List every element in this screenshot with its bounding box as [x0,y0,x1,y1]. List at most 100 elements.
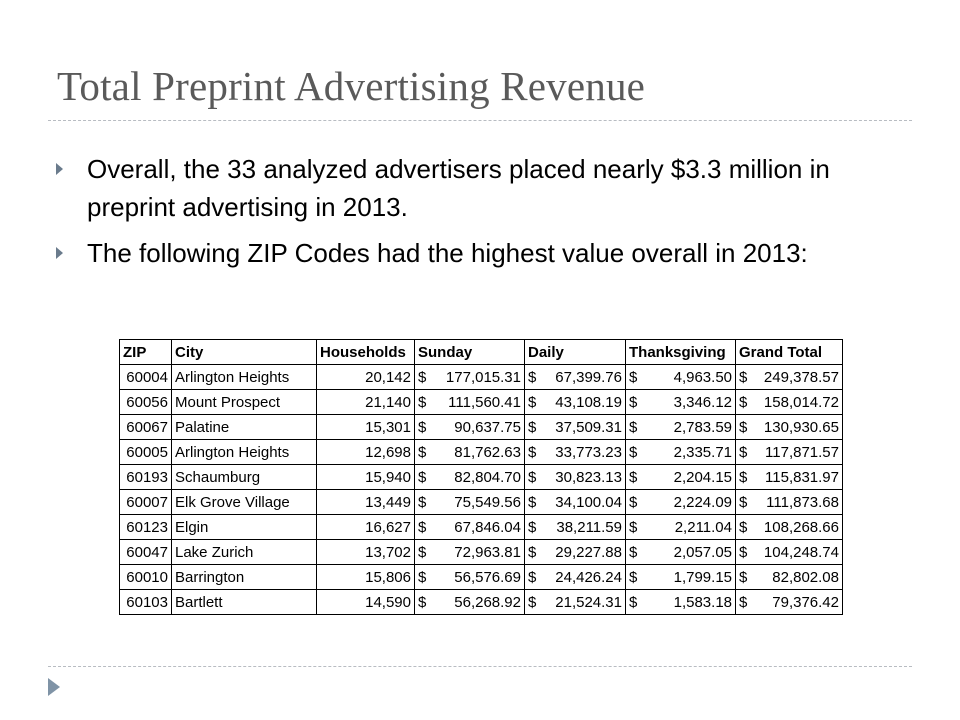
currency-symbol: $ [418,518,427,536]
table-row: 60067 Palatine 15,301 $90,637.75 $37,509.31 $… [119,414,843,440]
currency-symbol: $ [528,418,537,436]
cell-value: 75,549.56 [454,493,521,511]
bullet-item: The following ZIP Codes had the highest … [56,234,916,272]
table-row: 60004 Arlington Heights 20,142 $177,015.31 $… [119,364,843,390]
currency-symbol: $ [739,393,748,411]
cell-value: 2,783.59 [673,418,732,436]
slide-title: Total Preprint Advertising Revenue [57,63,646,109]
cell-zip: 60007 [119,489,172,515]
cell-zip: 60005 [119,439,172,465]
column-header-daily: Daily [524,339,626,365]
cell-value: 82,802.08 [772,568,839,586]
currency-symbol: $ [739,593,748,611]
currency-symbol: $ [629,368,638,386]
cell-sunday: $72,963.81 [414,539,525,565]
currency-symbol: $ [528,468,537,486]
cell-value: 108,268.66 [763,518,839,536]
cell-zip: 60103 [119,589,172,615]
cell-thanksgiving: $3,346.12 [625,389,736,415]
cell-households: 15,301 [316,414,415,440]
currency-symbol: $ [629,593,638,611]
table-row: 60007 Elk Grove Village 13,449 $75,549.56 $3… [119,489,843,515]
table-header-row: ZIP City Households Sunday Daily Thanksg… [119,339,843,365]
cell-value: 37,509.31 [555,418,622,436]
currency-symbol: $ [528,368,537,386]
currency-symbol: $ [739,443,748,461]
cell-households: 12,698 [316,439,415,465]
cell-value: 33,773.23 [555,443,622,461]
cell-city: Elgin [171,514,317,540]
cell-total: $249,378.57 [735,364,843,390]
cell-households: 13,702 [316,539,415,565]
currency-symbol: $ [629,518,638,536]
cell-value: 2,224.09 [673,493,732,511]
cell-sunday: $90,637.75 [414,414,525,440]
cell-total: $130,930.65 [735,414,843,440]
column-header-city: City [171,339,317,365]
cell-value: 67,399.76 [555,368,622,386]
cell-zip: 60004 [119,364,172,390]
cell-households: 21,140 [316,389,415,415]
cell-zip: 60056 [119,389,172,415]
currency-symbol: $ [629,393,638,411]
cell-value: 115,831.97 [765,468,839,486]
currency-symbol: $ [528,393,537,411]
cell-households: 15,806 [316,564,415,590]
currency-symbol: $ [528,493,537,511]
cell-value: 43,108.19 [555,393,622,411]
currency-symbol: $ [629,568,638,586]
cell-value: 2,335.71 [673,443,732,461]
cell-households: 20,142 [316,364,415,390]
cell-city: Barrington [171,564,317,590]
cell-sunday: $81,762.63 [414,439,525,465]
cell-total: $158,014.72 [735,389,843,415]
cell-city: Mount Prospect [171,389,317,415]
cell-total: $82,802.08 [735,564,843,590]
currency-symbol: $ [739,468,748,486]
zip-revenue-table: ZIP City Households Sunday Daily Thanksg… [119,339,843,615]
currency-symbol: $ [418,493,427,511]
cell-thanksgiving: $1,583.18 [625,589,736,615]
currency-symbol: $ [418,443,427,461]
cell-value: 82,804.70 [454,468,521,486]
cell-city: Arlington Heights [171,364,317,390]
cell-daily: $29,227.88 [524,539,626,565]
table-row: 60193 Schaumburg 15,940 $82,804.70 $30,823.1… [119,464,843,490]
table-row: 60056 Mount Prospect 21,140 $111,560.41 $43,… [119,389,843,415]
cell-value: 1,799.15 [673,568,732,586]
cell-value: 56,576.69 [454,568,521,586]
cell-value: 29,227.88 [555,543,622,561]
cell-value: 24,426.24 [555,568,622,586]
cell-total: $108,268.66 [735,514,843,540]
cell-value: 34,100.04 [555,493,622,511]
currency-symbol: $ [739,418,748,436]
cell-value: 111,873.68 [766,493,839,511]
cell-value: 72,963.81 [454,543,521,561]
cell-thanksgiving: $2,335.71 [625,439,736,465]
column-header-thanksgiving: Thanksgiving [625,339,736,365]
currency-symbol: $ [418,468,427,486]
currency-symbol: $ [528,568,537,586]
cell-value: 158,014.72 [763,393,839,411]
cell-sunday: $111,560.41 [414,389,525,415]
cell-thanksgiving: $2,057.05 [625,539,736,565]
currency-symbol: $ [629,468,638,486]
cell-sunday: $82,804.70 [414,464,525,490]
cell-value: 111,560.41 [448,393,521,411]
cell-total: $111,873.68 [735,489,843,515]
bullet-list: Overall, the 33 analyzed advertisers pla… [56,150,916,280]
cell-value: 30,823.13 [555,468,622,486]
cell-daily: $24,426.24 [524,564,626,590]
table-body: 60004 Arlington Heights 20,142 $177,015.31 $… [119,364,843,615]
cell-households: 13,449 [316,489,415,515]
cell-value: 177,015.31 [445,368,521,386]
currency-symbol: $ [629,493,638,511]
cell-daily: $33,773.23 [524,439,626,465]
bullet-triangle-icon [56,247,63,259]
cell-daily: $38,211.59 [524,514,626,540]
column-header-zip: ZIP [119,339,172,365]
cell-value: 130,930.65 [763,418,839,436]
currency-symbol: $ [629,543,638,561]
next-slide-arrow-icon[interactable] [48,678,60,696]
cell-city: Elk Grove Village [171,489,317,515]
